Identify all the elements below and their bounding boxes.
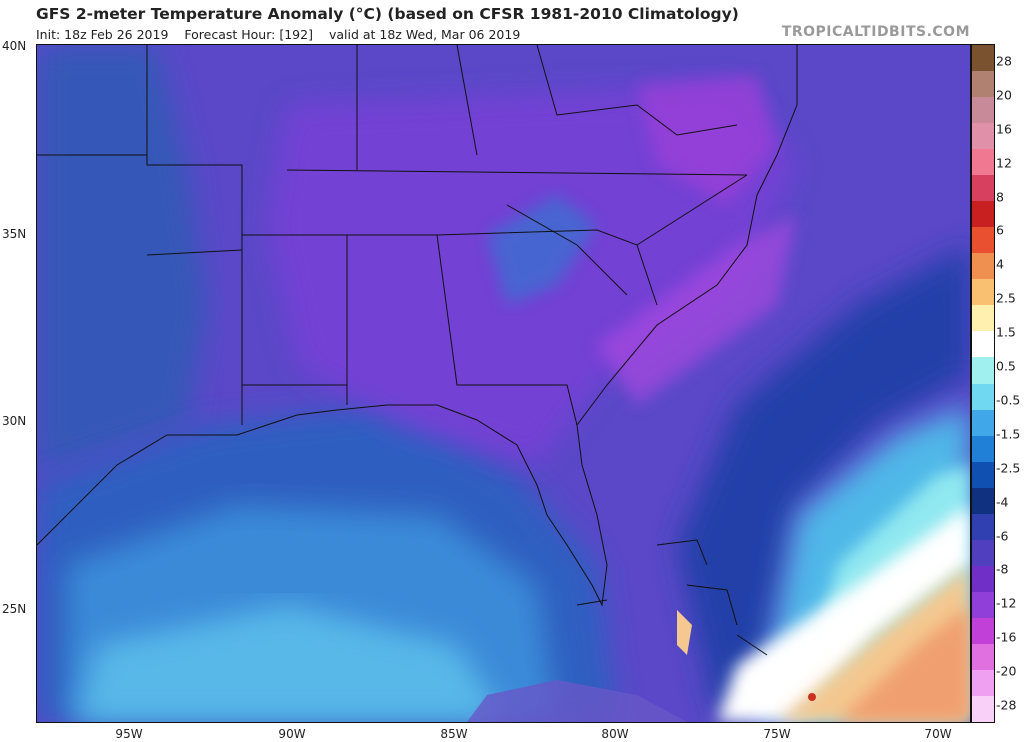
colorbar-label: -28 (996, 697, 1017, 713)
colorbar-label: 4 (996, 256, 1004, 272)
lon-label-80w: 80W (601, 727, 629, 741)
colorbar-cell (972, 669, 994, 697)
colorbar (971, 44, 995, 723)
init-time: Init: 18z Feb 26 2019 (36, 27, 169, 42)
colorbar-label: -4 (996, 494, 1009, 510)
colorbar-cell (972, 435, 994, 463)
colorbar-cell (972, 695, 994, 723)
map-title: GFS 2-meter Temperature Anomaly (°C) (ba… (36, 5, 739, 23)
colorbar-label: -6 (996, 528, 1009, 544)
colorbar-cell (972, 539, 994, 567)
colorbar-label: 2.5 (996, 290, 1016, 306)
lat-label-35n: 35N (2, 227, 27, 241)
colorbar-cell (972, 383, 994, 411)
colorbar-cell (972, 513, 994, 541)
brand-watermark: TROPICALTIDBITS.COM (781, 24, 970, 40)
colorbar-cell (972, 175, 994, 202)
colorbar-cell (972, 331, 994, 358)
colorbar-label: 1.5 (996, 324, 1016, 340)
colorbar-cell (972, 97, 994, 124)
forecast-hour: Forecast Hour: [192] (184, 27, 313, 42)
lon-label-90w: 90W (278, 727, 306, 741)
colorbar-cell (972, 305, 994, 332)
colorbar-label: 20 (996, 87, 1012, 103)
colorbar-label: -8 (996, 561, 1009, 577)
colorbar-cell (972, 227, 994, 254)
colorbar-label: -2.5 (996, 460, 1021, 476)
colorbar-cell (972, 643, 994, 671)
lon-label-85w: 85W (440, 727, 468, 741)
map-subtitle: Init: 18z Feb 26 2019 Forecast Hour: [19… (36, 27, 532, 42)
lon-label-75w: 75W (763, 727, 791, 741)
colorbar-cell (972, 591, 994, 619)
colorbar-cell (972, 461, 994, 489)
lon-label-70w: 70W (924, 727, 952, 741)
colorbar-cell (972, 253, 994, 280)
lat-label-25n: 25N (2, 602, 27, 616)
colorbar-cell (972, 149, 994, 176)
colorbar-label: 8 (996, 189, 1004, 205)
lat-label-30n: 30N (2, 414, 27, 428)
colorbar-label: 6 (996, 222, 1004, 238)
colorbar-cell (972, 201, 994, 228)
colorbar-label: -16 (996, 629, 1017, 645)
map-graphic (37, 45, 970, 722)
colorbar-label: -20 (996, 663, 1017, 679)
colorbar-label: 12 (996, 155, 1012, 171)
valid-time: valid at 18z Wed, Mar 06 2019 (328, 27, 521, 42)
lon-label-95w: 95W (115, 727, 143, 741)
colorbar-label: -1.5 (996, 426, 1021, 442)
lat-label-40n: 40N (2, 39, 27, 53)
colorbar-label: 0.5 (996, 358, 1016, 374)
colorbar-label: -0.5 (996, 392, 1021, 408)
colorbar-cell (972, 123, 994, 150)
colorbar-cell (972, 617, 994, 645)
colorbar-cell (972, 71, 994, 98)
colorbar-cell (972, 487, 994, 515)
colorbar-cell (972, 357, 994, 384)
colorbar-label: 28 (996, 53, 1012, 69)
colorbar-cell (972, 565, 994, 593)
anomaly-map (36, 44, 971, 723)
colorbar-cell (972, 409, 994, 437)
colorbar-cell (972, 279, 994, 306)
colorbar-label: 16 (996, 121, 1012, 137)
colorbar-label: -12 (996, 595, 1017, 611)
colorbar-cell (972, 45, 994, 72)
